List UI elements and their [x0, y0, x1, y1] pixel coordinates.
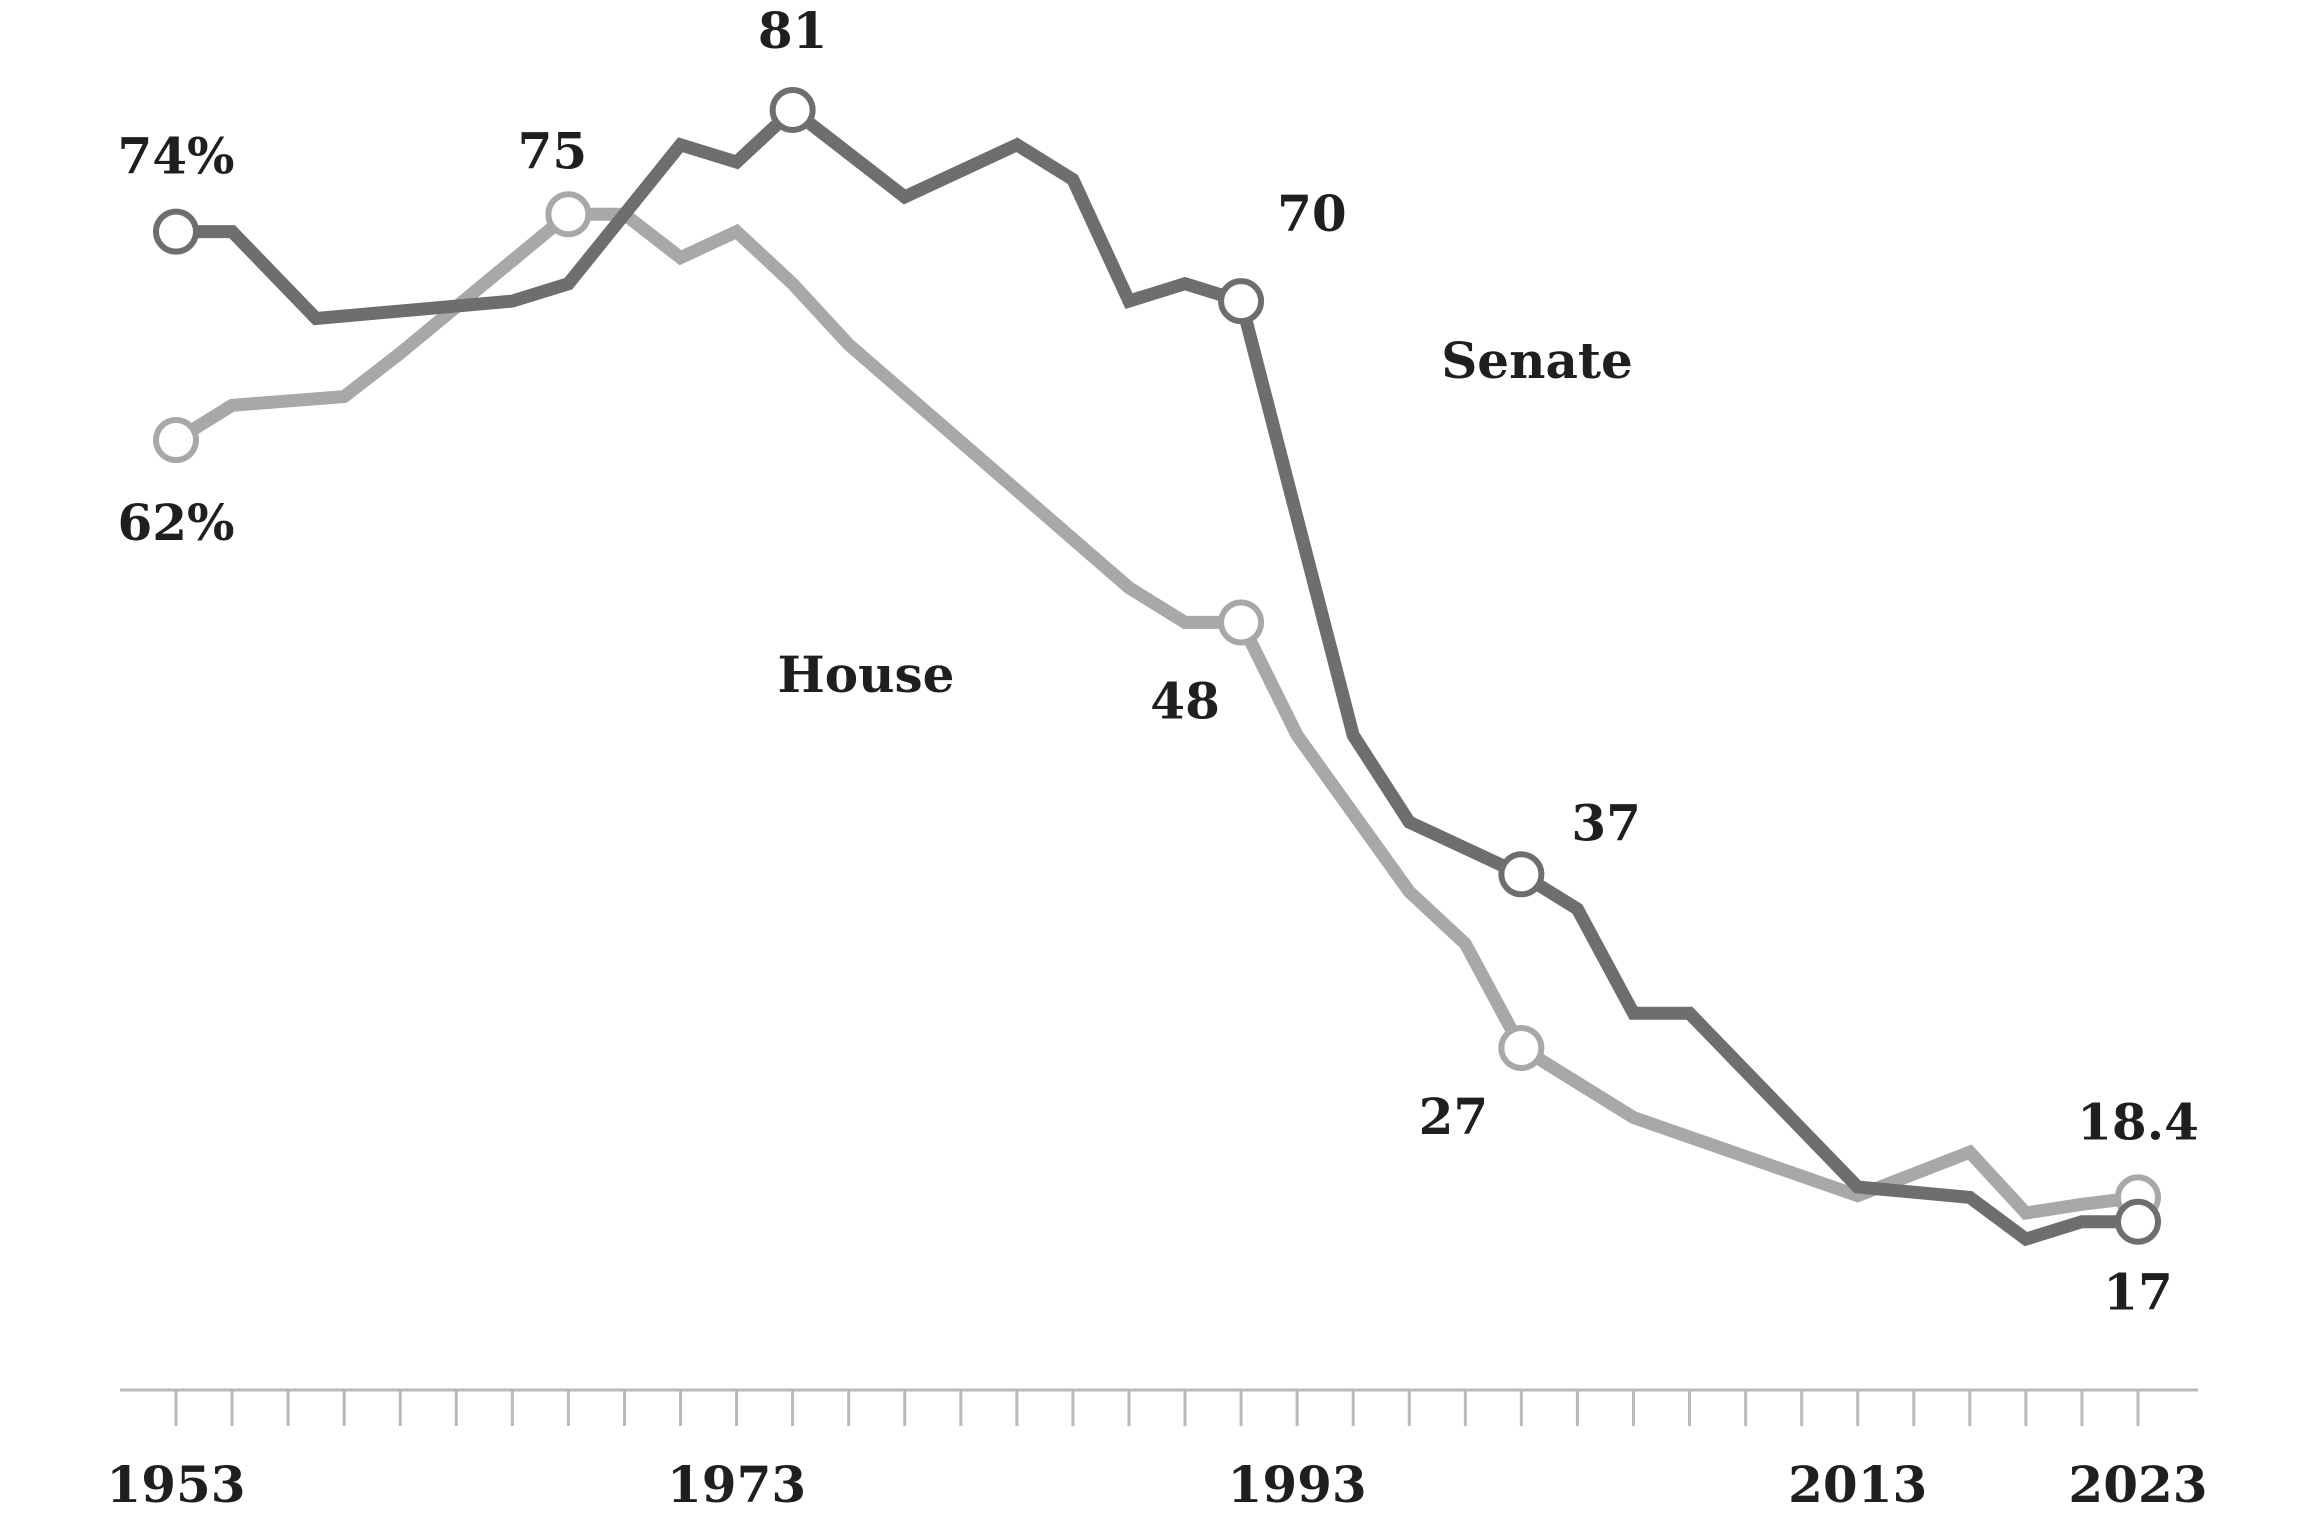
x-tick-label: 1993 [1228, 1455, 1367, 1514]
marker-house [1498, 1025, 1545, 1072]
data-label-house: 75 [518, 121, 588, 180]
series-lines [172, 101, 2139, 1247]
data-label-senate: 37 [1571, 793, 1641, 852]
marker-senate [1498, 851, 1545, 898]
marker-senate [2115, 1198, 2161, 1245]
series-line-senate [176, 101, 2138, 1247]
series-line-house [172, 207, 2139, 1220]
marker-senate [153, 208, 199, 255]
series-name-senate: Senate [1441, 331, 1633, 390]
marker-senate [769, 87, 816, 134]
marker-house [1218, 599, 1265, 646]
data-label-senate: 74% [117, 127, 234, 186]
data-label-house: 62% [117, 493, 234, 552]
data-label-house: 27 [1419, 1087, 1489, 1146]
data-label-senate: 81 [758, 1, 828, 60]
x-tick-label: 2023 [2068, 1455, 2207, 1514]
marker-house [153, 417, 199, 464]
data-label-house: 48 [1150, 671, 1220, 730]
x-tick-label: 1953 [106, 1455, 245, 1514]
x-tick-label: 1973 [667, 1455, 806, 1514]
series-markers [153, 87, 2161, 1245]
data-label-senate: 70 [1277, 184, 1347, 243]
data-labels: 74% 81 70 37 17 62% 75 48 27 18.4 Senate House [117, 1, 2198, 1322]
series-name-house: House [778, 645, 955, 704]
x-tick-label: 2013 [1788, 1455, 1927, 1514]
data-label-house: 18.4 [2077, 1092, 2199, 1151]
data-label-senate: 17 [2103, 1263, 2173, 1322]
marker-senate [1218, 278, 1265, 325]
x-axis: 1953 1973 1993 2013 2023 [106, 1388, 2208, 1514]
marker-house [545, 191, 592, 238]
